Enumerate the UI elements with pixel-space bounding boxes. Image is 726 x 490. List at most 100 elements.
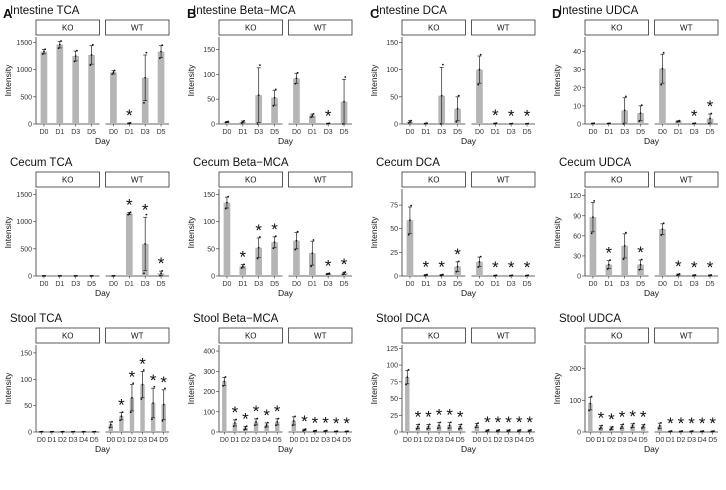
data-point bbox=[599, 426, 602, 429]
data-point bbox=[226, 201, 228, 204]
data-point bbox=[112, 71, 115, 74]
data-point bbox=[406, 376, 409, 379]
facet-strip-label: WT bbox=[314, 176, 327, 185]
data-point bbox=[265, 424, 268, 426]
data-point bbox=[436, 427, 439, 430]
significance-star: * bbox=[454, 245, 461, 264]
bar bbox=[476, 69, 483, 124]
significance-star: * bbox=[640, 408, 647, 427]
data-point bbox=[245, 425, 248, 428]
data-point bbox=[455, 121, 458, 123]
y-tick-label: 200 bbox=[569, 366, 581, 373]
y-tick-label: 150 bbox=[386, 40, 398, 47]
data-point bbox=[224, 376, 227, 378]
chart-title: Cecum Beta−MCA bbox=[193, 157, 289, 169]
x-tick-label: D1 bbox=[55, 281, 64, 288]
y-tick-label: 50 bbox=[207, 246, 215, 253]
data-point bbox=[344, 271, 347, 273]
y-tick-label: 1500 bbox=[16, 40, 32, 47]
significance-star: * bbox=[118, 395, 125, 414]
significance-star: * bbox=[508, 107, 515, 126]
data-point bbox=[609, 259, 611, 262]
data-point bbox=[294, 415, 296, 418]
significance-star: * bbox=[709, 414, 716, 433]
x-axis-title: Day bbox=[95, 136, 111, 146]
y-tick-label: 100 bbox=[20, 377, 32, 384]
facet-strip-label: WT bbox=[680, 332, 693, 341]
bar bbox=[264, 424, 269, 432]
x-tick-label: D2 bbox=[241, 437, 250, 444]
data-point bbox=[227, 195, 230, 198]
y-tick-label: 300 bbox=[203, 369, 215, 376]
data-point bbox=[153, 385, 156, 388]
x-tick-label: D4 bbox=[262, 437, 271, 444]
data-point bbox=[593, 122, 596, 125]
y-tick-label: 10 bbox=[573, 103, 581, 110]
data-point bbox=[227, 120, 230, 123]
data-point bbox=[590, 395, 593, 398]
data-point bbox=[127, 213, 130, 216]
x-tick-label: D2 bbox=[607, 437, 616, 444]
x-tick-label: D3 bbox=[690, 281, 699, 288]
data-point bbox=[631, 424, 634, 427]
x-tick-label: D3 bbox=[690, 129, 699, 136]
bar bbox=[119, 416, 124, 432]
x-tick-label: D3 bbox=[687, 437, 696, 444]
data-point bbox=[241, 121, 244, 123]
significance-star: * bbox=[446, 406, 453, 425]
data-point bbox=[487, 429, 490, 431]
bar bbox=[324, 273, 332, 276]
bar bbox=[140, 384, 145, 432]
facet-strip-box bbox=[654, 327, 719, 344]
chart-title: Stool TCA bbox=[10, 313, 63, 325]
y-tick-label: 0 bbox=[211, 430, 215, 437]
data-point bbox=[121, 411, 124, 414]
x-tick-label: D3 bbox=[620, 281, 629, 288]
x-tick-label: D3 bbox=[437, 129, 446, 136]
data-point bbox=[640, 104, 643, 107]
data-point bbox=[41, 430, 44, 433]
x-tick-label: D5 bbox=[523, 281, 532, 288]
data-point bbox=[478, 260, 481, 263]
data-point bbox=[60, 40, 62, 42]
y-axis-title: Intensity bbox=[552, 216, 562, 248]
data-point bbox=[258, 236, 261, 238]
data-point bbox=[621, 425, 623, 428]
data-point bbox=[702, 430, 705, 432]
y-tick-label: 500 bbox=[20, 94, 32, 101]
significance-star: * bbox=[333, 414, 340, 433]
x-tick-label: D0 bbox=[109, 281, 118, 288]
significance-star: * bbox=[524, 258, 531, 277]
x-tick-label: D1 bbox=[238, 281, 247, 288]
significance-star: * bbox=[126, 106, 133, 125]
y-tick-label: 100 bbox=[386, 363, 398, 370]
y-tick-label: 60 bbox=[573, 233, 581, 240]
bar bbox=[232, 422, 238, 432]
significance-star: * bbox=[436, 406, 443, 425]
data-point bbox=[441, 273, 444, 276]
data-point bbox=[312, 113, 315, 115]
y-tick-label: 1500 bbox=[16, 192, 32, 199]
x-tick-label: D0 bbox=[658, 129, 667, 136]
chart-2: Intestine DCA 0 50 100 150 Intensity Day KO D0 D1… bbox=[369, 5, 536, 146]
x-tick-label: D1 bbox=[47, 437, 56, 444]
chart-title: Intestine UDCA bbox=[559, 5, 639, 17]
x-tick-label: D1 bbox=[491, 129, 500, 136]
data-point bbox=[642, 425, 645, 428]
x-axis-title: Day bbox=[278, 288, 294, 298]
significance-star: * bbox=[271, 220, 278, 239]
data-point bbox=[223, 380, 226, 383]
bar bbox=[271, 97, 278, 124]
data-point bbox=[277, 417, 280, 420]
data-point bbox=[610, 427, 613, 430]
chart-title: Stool UDCA bbox=[559, 313, 621, 325]
data-point bbox=[527, 122, 530, 125]
y-tick-label: 50 bbox=[390, 396, 398, 403]
x-tick-label: D1 bbox=[604, 281, 613, 288]
data-point bbox=[145, 51, 148, 54]
data-point bbox=[622, 258, 625, 261]
significance-star: * bbox=[516, 413, 523, 432]
y-tick-label: 30 bbox=[573, 67, 581, 74]
y-tick-label: 125 bbox=[386, 346, 398, 353]
